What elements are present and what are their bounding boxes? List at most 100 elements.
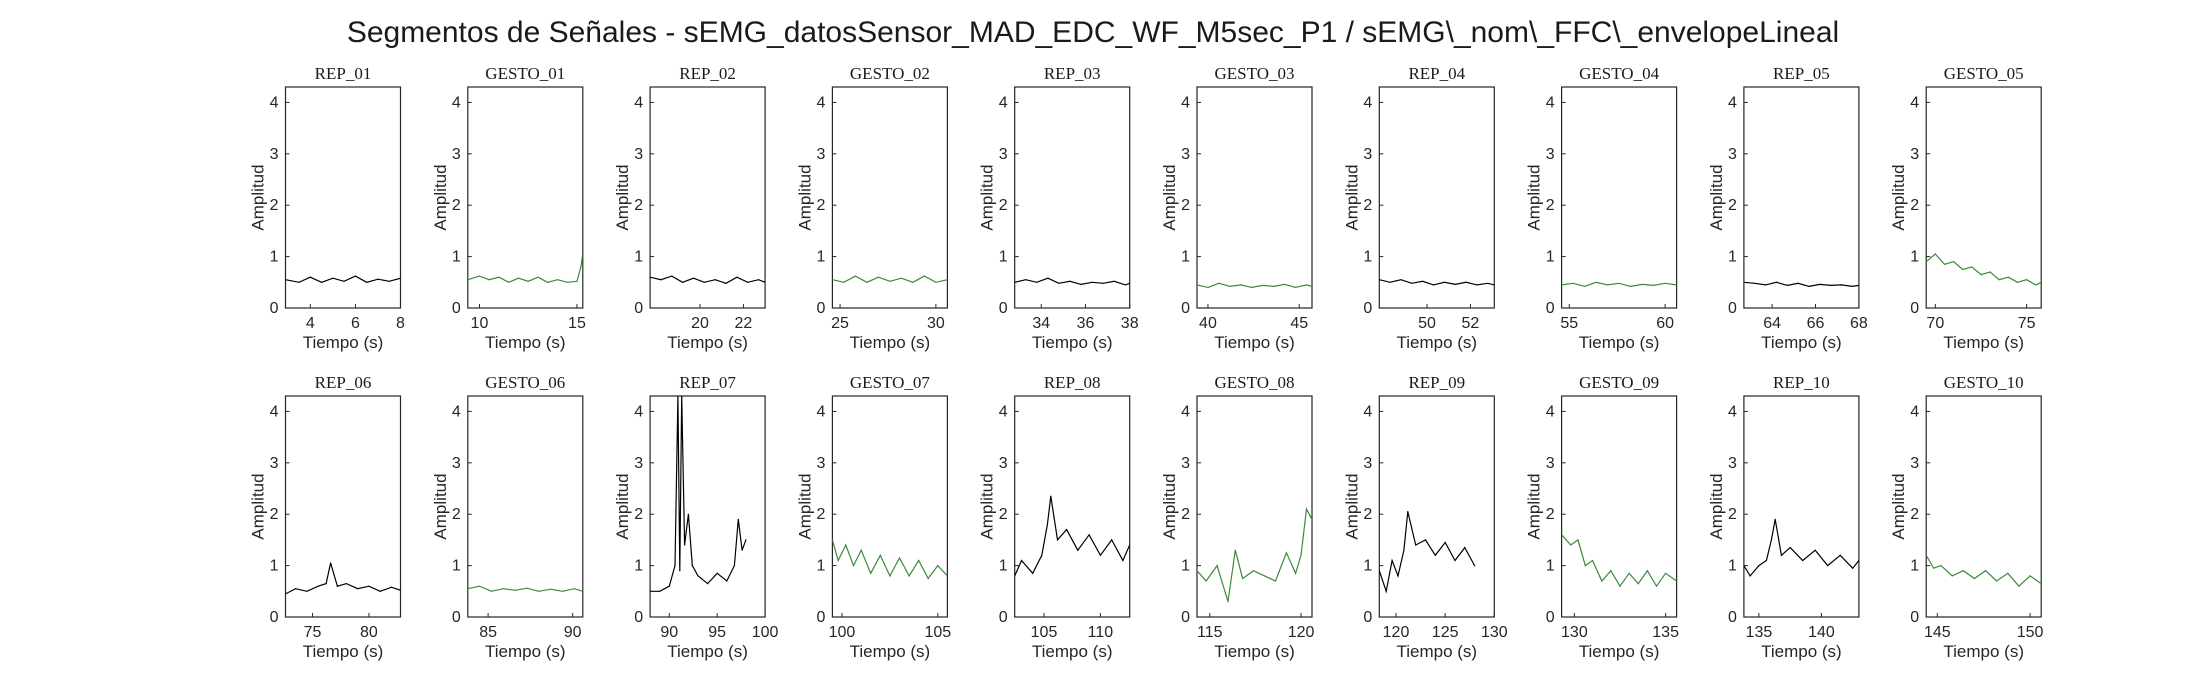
data-point [1014,575,1016,577]
subplot-rep-10: 0 1 2 3 4 135 140 REP_10 Tiempo (s) Amplitud [1707,373,1860,661]
data-point [1113,280,1115,282]
y-tick-label: 1 [816,249,825,266]
y-tick-label: 2 [634,506,643,523]
y-tick-label: 0 [634,609,643,626]
data-point [1789,547,1791,549]
data-point [937,565,939,567]
y-tick-label: 0 [816,609,825,626]
figure-title: Segmentos de Señales - sEMG_datosSensor_… [347,16,1839,49]
subplot-rep-01: 0 1 2 3 4 4 6 8 REP_01 Tiempo (s) Amplitud [249,64,406,352]
data-point [2029,575,2031,577]
data-point [1091,281,1093,283]
data-point [582,253,583,255]
x-tick-label: 120 [1288,624,1315,641]
data-point [946,575,948,577]
data-point [502,588,504,590]
data-point [1240,284,1242,286]
y-tick-label: 1 [634,249,643,266]
data-point [1041,554,1043,556]
plot-area [1014,86,1131,309]
x-axis-label: Tiempo (s) [1943,333,2024,352]
data-point [1926,554,1927,556]
data-point [1415,544,1417,546]
data-point [368,585,370,587]
y-axis-label: Amplitud [1160,473,1179,539]
y-tick-label: 4 [452,94,461,111]
data-point [1020,559,1023,562]
x-axis-label: Tiempo (s) [1214,642,1295,661]
x-tick-label: 100 [752,624,779,641]
data-point [399,589,401,591]
data-point [1464,547,1466,549]
subplot-title: GESTO_04 [1579,64,1659,83]
plot-area [649,86,766,309]
x-axis-label: Tiempo (s) [485,333,566,352]
data-point [547,281,549,283]
y-tick-label: 1 [1363,249,1372,266]
data-point [1985,570,1987,572]
y-axis-label: Amplitud [613,164,632,230]
data-point [2035,284,2037,286]
series-line [1014,496,1130,577]
data-point [1273,285,1275,287]
y-tick-label: 1 [452,558,461,575]
x-tick-label: 25 [831,315,849,332]
data-point [908,575,910,577]
data-point [1839,554,1841,556]
data-point [1379,570,1380,572]
data-point [1300,554,1302,556]
data-point [1305,508,1308,510]
data-point [1996,580,1998,582]
subplot-title: GESTO_01 [485,64,565,83]
data-point [550,588,552,590]
y-axis-label: Amplitud [1889,164,1908,230]
y-tick-label: 4 [816,403,825,420]
subplot-gesto-01: 0 1 2 3 4 10 15 GESTO_01 Tiempo (s) Amplitud [431,64,586,352]
data-point [527,280,529,282]
data-point [650,276,651,278]
data-point [336,585,338,587]
data-point [1595,281,1597,283]
y-axis-label: Amplitud [1525,164,1544,230]
data-point [390,586,393,588]
data-point [1099,554,1101,556]
data-point [1797,282,1799,284]
y-tick-label: 2 [1363,506,1372,523]
y-axis-label: Amplitud [1707,473,1726,539]
data-point [1056,539,1059,541]
y-tick-label: 2 [1363,197,1372,214]
x-tick-label: 115 [1197,624,1223,641]
data-point [1743,281,1745,283]
data-point [1263,575,1266,577]
data-point [478,275,481,277]
data-point [1285,552,1287,554]
plot-area [467,395,584,618]
data-point [306,590,308,592]
data-point [1047,277,1049,279]
y-tick-label: 2 [1910,506,1919,523]
data-point [1311,285,1312,287]
x-axis-label: Tiempo (s) [1396,642,1477,661]
x-tick-label: 70 [1926,315,1944,332]
x-tick-label: 105 [924,624,951,641]
y-tick-label: 3 [1181,455,1190,472]
data-point [1980,274,1982,276]
data-point [1066,529,1068,531]
y-tick-label: 0 [1363,609,1372,626]
y-tick-label: 4 [1910,94,1919,111]
data-point [2018,585,2020,587]
y-tick-label: 3 [634,146,643,163]
y-tick-label: 3 [1910,146,1919,163]
plot-area [284,86,402,309]
plot-area [1014,395,1131,618]
data-point [1080,283,1082,285]
subplot-rep-09: 0 1 2 3 4 120 125 130 REP_09 Tiempo (s) Amplitud [1342,373,1507,661]
y-tick-label: 3 [270,455,279,472]
x-tick-label: 22 [735,315,753,332]
y-tick-label: 4 [634,94,643,111]
data-point [687,513,690,515]
x-tick-label: 80 [360,624,378,641]
data-point [674,565,676,567]
y-axis-label: Amplitud [249,164,268,230]
